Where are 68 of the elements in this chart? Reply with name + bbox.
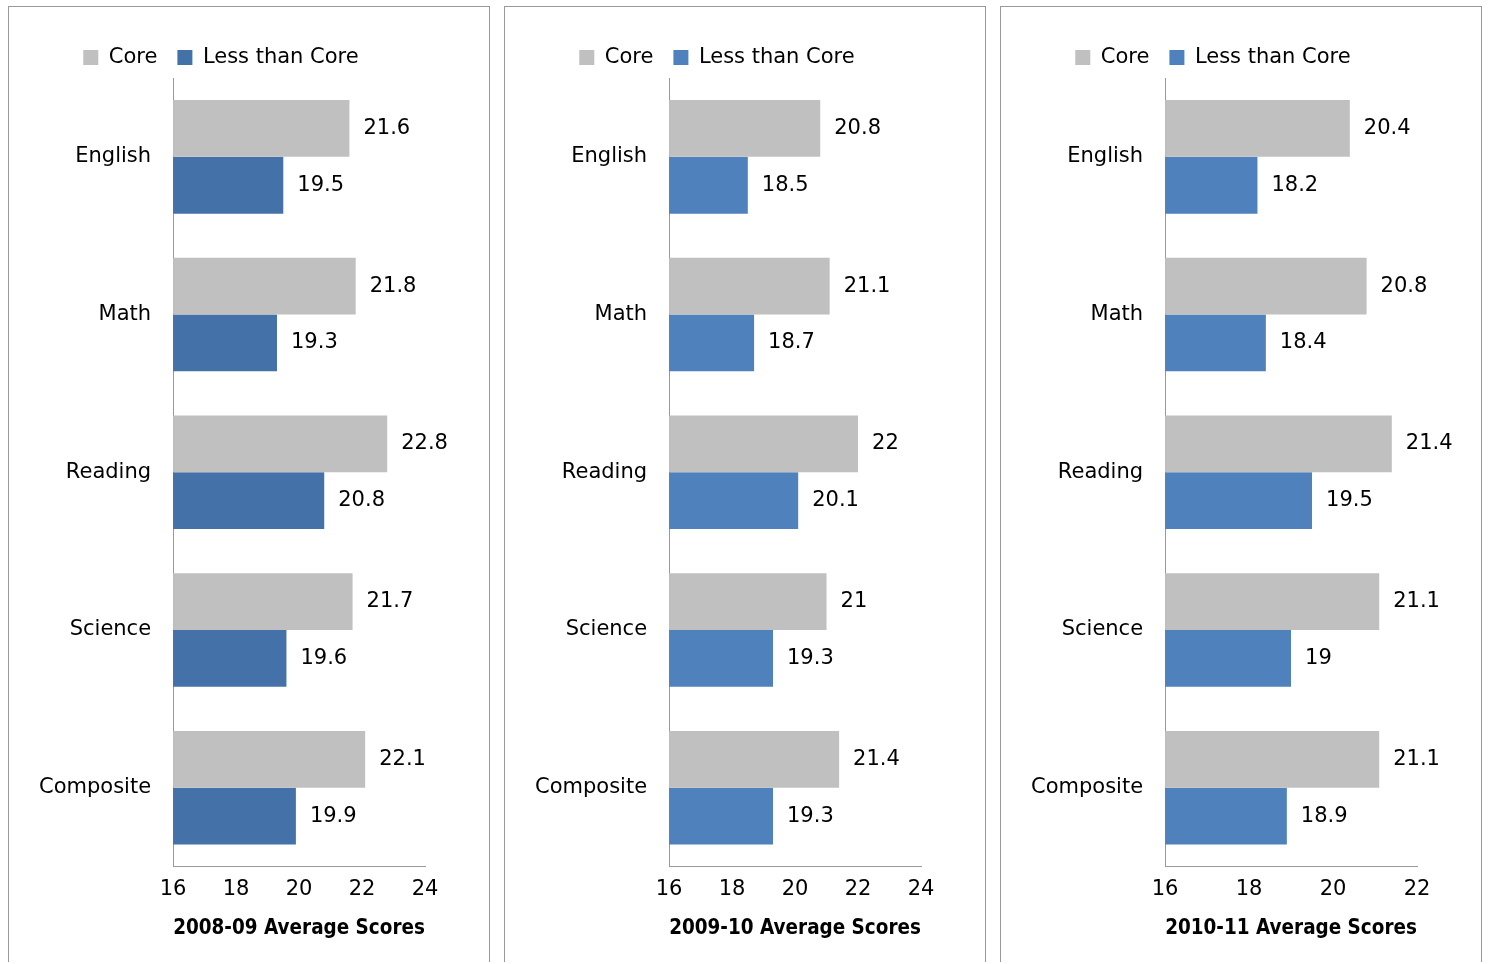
data-label: 21.1 — [843, 272, 891, 297]
data-label: 18.2 — [1271, 171, 1319, 196]
data-label: 21.7 — [366, 588, 414, 613]
x-tick-label: 22 — [348, 875, 376, 900]
data-label: 19.9 — [309, 802, 357, 827]
data-label: 18.4 — [1279, 329, 1327, 354]
data-label: 18.9 — [1300, 802, 1348, 827]
y-tick-label: Reading — [65, 458, 152, 483]
data-label: 19.6 — [300, 644, 348, 669]
y-tick-label: English — [571, 143, 648, 168]
x-tick-label: 18 — [718, 875, 746, 900]
data-label: 18.5 — [761, 171, 809, 196]
data-label: 21.4 — [1405, 430, 1453, 455]
x-tick-label: 22 — [844, 875, 872, 900]
x-tick-label: 16 — [159, 875, 187, 900]
data-label: 22.1 — [379, 745, 426, 770]
data-label: 20.4 — [1363, 114, 1411, 139]
data-label: 19.3 — [786, 802, 834, 827]
y-tick-label: Composite — [535, 774, 648, 799]
y-tick-label: English — [75, 143, 152, 168]
data-label: 20.8 — [338, 487, 385, 512]
legend-label: Core — [604, 43, 654, 68]
y-tick-label: Reading — [561, 458, 648, 483]
data-label: 21.1 — [1393, 745, 1440, 770]
data-label: 21.6 — [363, 114, 411, 139]
data-label: 22.8 — [401, 430, 448, 455]
y-tick-label: Science — [1061, 616, 1144, 641]
x-tick-label: 20 — [781, 875, 809, 900]
y-tick-label: Math — [98, 301, 152, 326]
x-tick-label: 18 — [1235, 875, 1263, 900]
x-tick-label: 22 — [1403, 875, 1431, 900]
x-tick-label: 24 — [907, 875, 935, 900]
data-label: 18.7 — [768, 329, 815, 354]
y-tick-label: Composite — [39, 774, 152, 799]
data-label: 19.3 — [786, 644, 834, 669]
data-label: 21.4 — [853, 745, 900, 770]
y-tick-label: Math — [1090, 301, 1144, 326]
y-tick-label: Science — [69, 616, 152, 641]
y-tick-label: English — [1067, 143, 1144, 168]
data-label: 20.1 — [812, 487, 859, 512]
x-tick-label: 20 — [1319, 875, 1347, 900]
x-axis-title: 2010-11 Average Scores — [1165, 914, 1417, 940]
x-axis-title: 2009-10 Average Scores — [669, 914, 921, 940]
x-tick-label: 16 — [1151, 875, 1179, 900]
legend-label: Less than Core — [698, 43, 855, 68]
data-label: 21 — [840, 588, 868, 613]
x-tick-label: 20 — [285, 875, 313, 900]
data-label: 20.8 — [1380, 272, 1428, 297]
y-tick-label: Composite — [1031, 774, 1144, 799]
y-tick-label: Reading — [1057, 458, 1144, 483]
legend-label: Less than Core — [1194, 43, 1351, 68]
x-tick-label: 16 — [655, 875, 683, 900]
legend-label: Core — [108, 43, 158, 68]
data-label: 19.3 — [290, 329, 338, 354]
y-tick-label: Math — [594, 301, 648, 326]
x-tick-label: 24 — [411, 875, 439, 900]
legend-label: Core — [1100, 43, 1150, 68]
data-label: 21.8 — [369, 272, 417, 297]
data-label: 19.5 — [297, 171, 345, 196]
x-tick-label: 18 — [222, 875, 250, 900]
data-label: 21.1 — [1393, 588, 1440, 613]
x-axis-title: 2008-09 Average Scores — [173, 914, 425, 940]
data-label: 19.5 — [1326, 487, 1373, 512]
data-label: 22 — [872, 430, 899, 455]
data-label: 19 — [1305, 644, 1332, 669]
legend-label: Less than Core — [202, 43, 359, 68]
data-label: 20.8 — [834, 114, 881, 139]
y-tick-label: Science — [565, 616, 648, 641]
